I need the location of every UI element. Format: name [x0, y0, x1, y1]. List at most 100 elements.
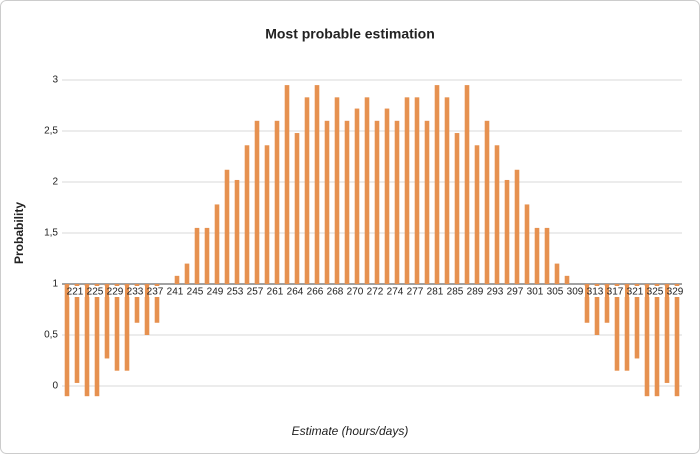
- bar: [674, 284, 680, 397]
- x-tick-label-bg: [229, 286, 245, 297]
- bar: [374, 120, 380, 284]
- bar: [434, 85, 440, 284]
- x-tick-label-bg: [609, 286, 625, 297]
- bar: [514, 169, 520, 284]
- y-tick-label: 2,5: [44, 126, 58, 137]
- x-tick-label: 289: [467, 287, 484, 298]
- x-tick-label: 297: [507, 287, 524, 298]
- bar: [544, 227, 550, 284]
- bar: [64, 284, 70, 397]
- x-tick-label-bg: [109, 286, 125, 297]
- bar: [134, 284, 140, 323]
- bar: [414, 97, 420, 284]
- bar: [594, 284, 600, 335]
- x-tick-label-bg: [429, 286, 445, 297]
- bar: [334, 97, 340, 284]
- x-tick-label: 329: [667, 287, 684, 298]
- x-tick-label-bg: [349, 286, 365, 297]
- bar: [534, 227, 540, 284]
- x-tick-label: 266: [307, 287, 324, 298]
- bar: [524, 204, 530, 284]
- bar: [324, 120, 330, 284]
- y-tick-label: 1: [52, 279, 58, 290]
- x-tick-label-bg: [449, 286, 465, 297]
- y-tick-label: 2: [52, 177, 58, 188]
- bar: [654, 284, 660, 397]
- bar: [74, 284, 80, 383]
- bar: [364, 97, 370, 284]
- bar: [384, 108, 390, 284]
- bar: [294, 133, 300, 284]
- chart-title: Most probable estimation: [265, 26, 435, 42]
- x-tick-label: 261: [267, 287, 284, 298]
- bar: [394, 120, 400, 284]
- x-tick-label: 264: [287, 287, 304, 298]
- x-tick-label-bg: [469, 286, 485, 297]
- bar: [484, 120, 490, 284]
- x-tick-label-bg: [669, 286, 685, 297]
- x-tick-label-bg: [329, 286, 345, 297]
- bar: [84, 284, 90, 397]
- bar: [404, 97, 410, 284]
- bar: [144, 284, 150, 335]
- x-tick-label-bg: [529, 286, 545, 297]
- bar: [554, 263, 560, 284]
- x-tick-label: 285: [447, 287, 464, 298]
- y-tick-label: 3: [52, 75, 58, 86]
- x-tick-label: 270: [347, 287, 364, 298]
- x-tick-label-bg: [129, 286, 145, 297]
- x-tick-label: 257: [247, 287, 264, 298]
- bar: [284, 85, 290, 284]
- x-tick-label-bg: [549, 286, 565, 297]
- x-tick-label: 225: [87, 287, 104, 298]
- x-tick-label: 281: [427, 287, 444, 298]
- x-tick-label: 321: [627, 287, 644, 298]
- bar: [234, 179, 240, 284]
- y-tick-label: 0: [52, 381, 58, 392]
- bar: [564, 275, 570, 284]
- bar: [464, 85, 470, 284]
- bar: [664, 284, 670, 383]
- bar: [264, 145, 270, 284]
- x-tick-label: 305: [547, 287, 564, 298]
- x-tick-label: 268: [327, 287, 344, 298]
- x-tick-label-bg: [289, 286, 305, 297]
- bar: [214, 204, 220, 284]
- bar: [274, 120, 280, 284]
- x-tick-label: 293: [487, 287, 504, 298]
- bar: [424, 120, 430, 284]
- x-tick-label-bg: [509, 286, 525, 297]
- x-tick-label: 237: [147, 287, 164, 298]
- bar: [634, 284, 640, 359]
- x-tick-label-bg: [569, 286, 585, 297]
- bar: [174, 275, 180, 284]
- bar: [154, 284, 160, 323]
- x-tick-label-bg: [389, 286, 405, 297]
- y-tick-label: 0,5: [44, 330, 58, 341]
- x-tick-label-bg: [649, 286, 665, 297]
- x-tick-label: 313: [587, 287, 604, 298]
- x-tick-label: 325: [647, 287, 664, 298]
- x-tick-label: 253: [227, 287, 244, 298]
- bar: [194, 227, 200, 284]
- x-tick-label-bg: [89, 286, 105, 297]
- bar: [604, 284, 610, 323]
- bar: [504, 179, 510, 284]
- bar: [304, 97, 310, 284]
- x-tick-label-bg: [149, 286, 165, 297]
- x-tick-label: 309: [567, 287, 584, 298]
- bar: [184, 263, 190, 284]
- bar: [94, 284, 100, 397]
- x-tick-label: 277: [407, 287, 424, 298]
- bar: [354, 108, 360, 284]
- x-tick-label-bg: [589, 286, 605, 297]
- x-tick-label-bg: [269, 286, 285, 297]
- bar: [204, 227, 210, 284]
- bar: [614, 284, 620, 371]
- x-tick-label-bg: [209, 286, 225, 297]
- bar: [254, 120, 260, 284]
- x-tick-label: 317: [607, 287, 624, 298]
- bar: [644, 284, 650, 397]
- bar: [124, 284, 130, 371]
